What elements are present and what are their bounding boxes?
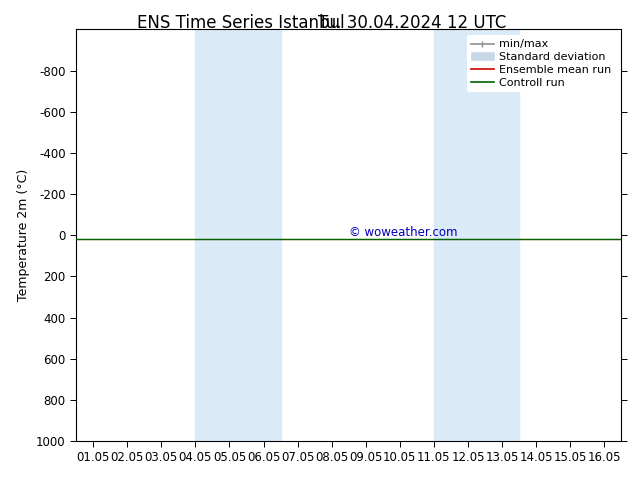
Bar — [434, 29, 519, 441]
Text: Tu. 30.04.2024 12 UTC: Tu. 30.04.2024 12 UTC — [318, 14, 507, 32]
Legend: min/max, Standard deviation, Ensemble mean run, Controll run: min/max, Standard deviation, Ensemble me… — [467, 35, 616, 92]
Text: © woweather.com: © woweather.com — [349, 226, 457, 239]
Text: ENS Time Series Istanbul: ENS Time Series Istanbul — [137, 14, 345, 32]
Bar — [195, 29, 280, 441]
Y-axis label: Temperature 2m (°C): Temperature 2m (°C) — [18, 169, 30, 301]
